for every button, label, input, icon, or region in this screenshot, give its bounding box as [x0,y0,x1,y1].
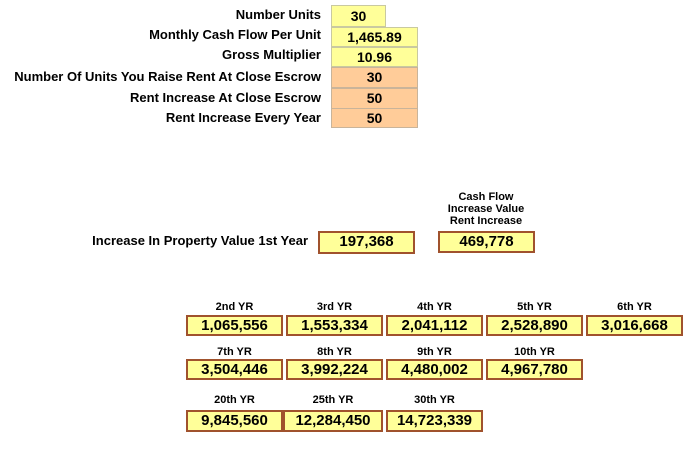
monthly-cash-flow-input[interactable]: 1,465.89 [331,27,418,47]
year-label-20th: 20th YR [214,394,255,406]
year-label-3rd: 3rd YR [316,301,353,313]
label-units-raise-rent: Number Of Units You Raise Rent At Close … [14,69,321,84]
label-monthly-cash-flow: Monthly Cash Flow Per Unit [149,27,321,42]
year-label-25th: 25th YR [312,394,354,406]
label-number-units: Number Units [235,7,321,22]
year-value-3rd: 1,553,334 [286,315,383,336]
label-gross-multiplier: Gross Multiplier [222,47,321,62]
year-value-4th: 2,041,112 [386,315,483,336]
cash-flow-header-line-1: Cash Flow [458,191,514,203]
rent-increase-close-input[interactable]: 50 [331,88,418,109]
year-label-10th: 10th YR [514,346,555,358]
year-value-25th: 12,284,450 [283,410,383,432]
year-value-8th: 3,992,224 [286,359,383,380]
year-label-5th: 5th YR [517,301,552,313]
label-rent-increase-yearly: Rent Increase Every Year [165,110,321,125]
year-value-10th: 4,967,780 [486,359,583,380]
year-label-4th: 4th YR [417,301,452,313]
number-units-input[interactable]: 30 [331,5,386,27]
year-label-8th: 8th YR [317,346,352,358]
label-rent-increase-close: Rent Increase At Close Escrow [130,90,321,105]
year-label-6th: 6th YR [617,301,652,313]
year-label-30th: 30th YR [414,394,455,406]
year-value-7th: 3,504,446 [186,359,283,380]
gross-multiplier-input[interactable]: 10.96 [331,47,418,67]
cash-flow-value: 469,778 [438,231,535,253]
year-value-9th: 4,480,002 [386,359,483,380]
units-raise-rent-input[interactable]: 30 [331,67,418,88]
cash-flow-header-line-3: Rent Increase [449,215,523,227]
property-value-1st-year-value: 197,368 [318,231,415,254]
rent-increase-yearly-input[interactable]: 50 [331,108,418,128]
year-label-7th: 7th YR [217,346,252,358]
cash-flow-header: Cash Flow Increase Value Rent Increase [431,191,541,227]
year-label-9th: 9th YR [417,346,452,358]
year-value-2nd: 1,065,556 [186,315,283,336]
year-value-5th: 2,528,890 [486,315,583,336]
year-value-20th: 9,845,560 [186,410,283,432]
year-value-6th: 3,016,668 [586,315,683,336]
cash-flow-header-line-2: Increase Value [447,203,525,215]
year-label-2nd: 2nd YR [215,301,254,313]
year-value-30th: 14,723,339 [386,410,483,432]
label-property-value-1st-year: Increase In Property Value 1st Year [92,233,308,248]
